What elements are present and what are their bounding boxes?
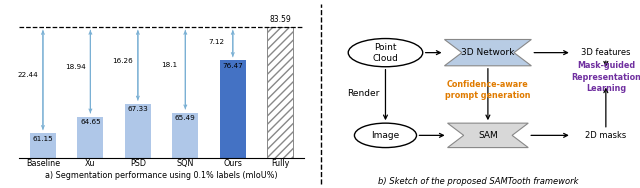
Polygon shape (447, 123, 528, 148)
Text: 3D Network: 3D Network (461, 48, 515, 57)
Text: 16.26: 16.26 (112, 58, 133, 64)
Text: SAM: SAM (478, 131, 498, 140)
Bar (125, 104, 151, 188)
Text: Render: Render (348, 89, 380, 99)
Text: Confidence-aware
prompt generation: Confidence-aware prompt generation (445, 80, 531, 100)
Text: 18.1: 18.1 (161, 62, 177, 68)
Text: Mask-guided
Representation
Learning: Mask-guided Representation Learning (571, 61, 640, 93)
Text: 18.94: 18.94 (65, 64, 86, 70)
Text: 2D masks: 2D masks (585, 131, 627, 140)
Ellipse shape (355, 123, 417, 148)
Text: 3D features: 3D features (581, 48, 630, 57)
Ellipse shape (348, 39, 423, 67)
X-axis label: a) Segmentation performance using 0.1% labels (mIoU%): a) Segmentation performance using 0.1% l… (45, 171, 278, 180)
Bar (172, 113, 198, 188)
Text: 61.15: 61.15 (33, 136, 53, 142)
Text: Image: Image (371, 131, 399, 140)
Bar (220, 60, 246, 188)
Bar (268, 27, 293, 188)
Text: Point
Cloud: Point Cloud (372, 43, 399, 63)
Polygon shape (444, 39, 531, 66)
Bar (30, 133, 56, 188)
Text: 65.49: 65.49 (175, 115, 196, 121)
Text: 76.47: 76.47 (223, 63, 243, 69)
Text: 64.65: 64.65 (80, 119, 100, 125)
Bar (77, 117, 104, 188)
Text: 22.44: 22.44 (17, 72, 38, 78)
Text: 67.33: 67.33 (127, 106, 148, 112)
Text: b) Sketch of the proposed SAMTooth framework: b) Sketch of the proposed SAMTooth frame… (378, 177, 579, 186)
Text: 83.59: 83.59 (269, 15, 291, 24)
Text: 7.12: 7.12 (208, 39, 224, 45)
